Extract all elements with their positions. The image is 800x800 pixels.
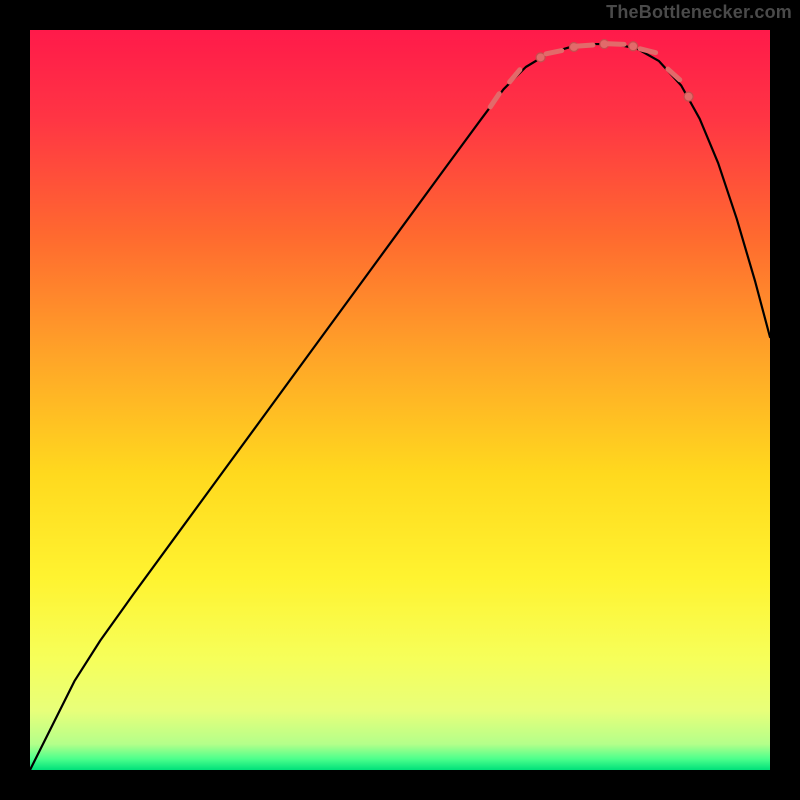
- figure-root: TheBottlenecker.com: [0, 0, 800, 800]
- bottleneck-curve: [30, 44, 770, 770]
- marker-dash: [577, 45, 593, 46]
- plot-overlay-svg: [30, 30, 770, 770]
- marker-dot: [684, 92, 693, 101]
- marker-dash: [490, 94, 499, 107]
- watermark-text: TheBottlenecker.com: [606, 2, 792, 23]
- marker-dot: [629, 42, 638, 51]
- marker-dash: [546, 51, 562, 54]
- plot-area: [30, 30, 770, 770]
- marker-dash: [608, 44, 624, 45]
